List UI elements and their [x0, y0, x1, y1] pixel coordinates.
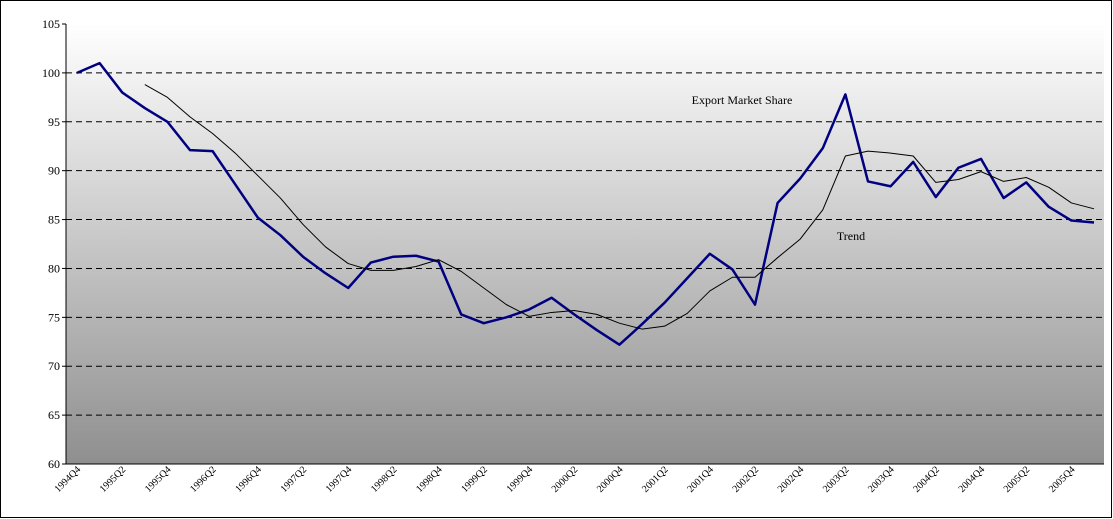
annotation: Trend [837, 229, 865, 243]
plot-area [66, 24, 1104, 464]
series-line [76, 61, 1095, 346]
y-tick-label: 80 [48, 261, 60, 275]
y-tick-label: 90 [48, 164, 60, 178]
y-tick-label: 70 [48, 359, 60, 373]
y-tick-label: 100 [42, 66, 60, 80]
y-tick-label: 60 [48, 457, 60, 471]
y-tick-label: 105 [42, 17, 60, 31]
series-line [144, 84, 1095, 330]
y-tick-label: 95 [48, 115, 60, 129]
y-tick-label: 85 [48, 213, 60, 227]
annotation: Export Market Share [692, 93, 793, 107]
y-tick-label: 65 [48, 408, 60, 422]
y-tick-label: 75 [48, 310, 60, 324]
